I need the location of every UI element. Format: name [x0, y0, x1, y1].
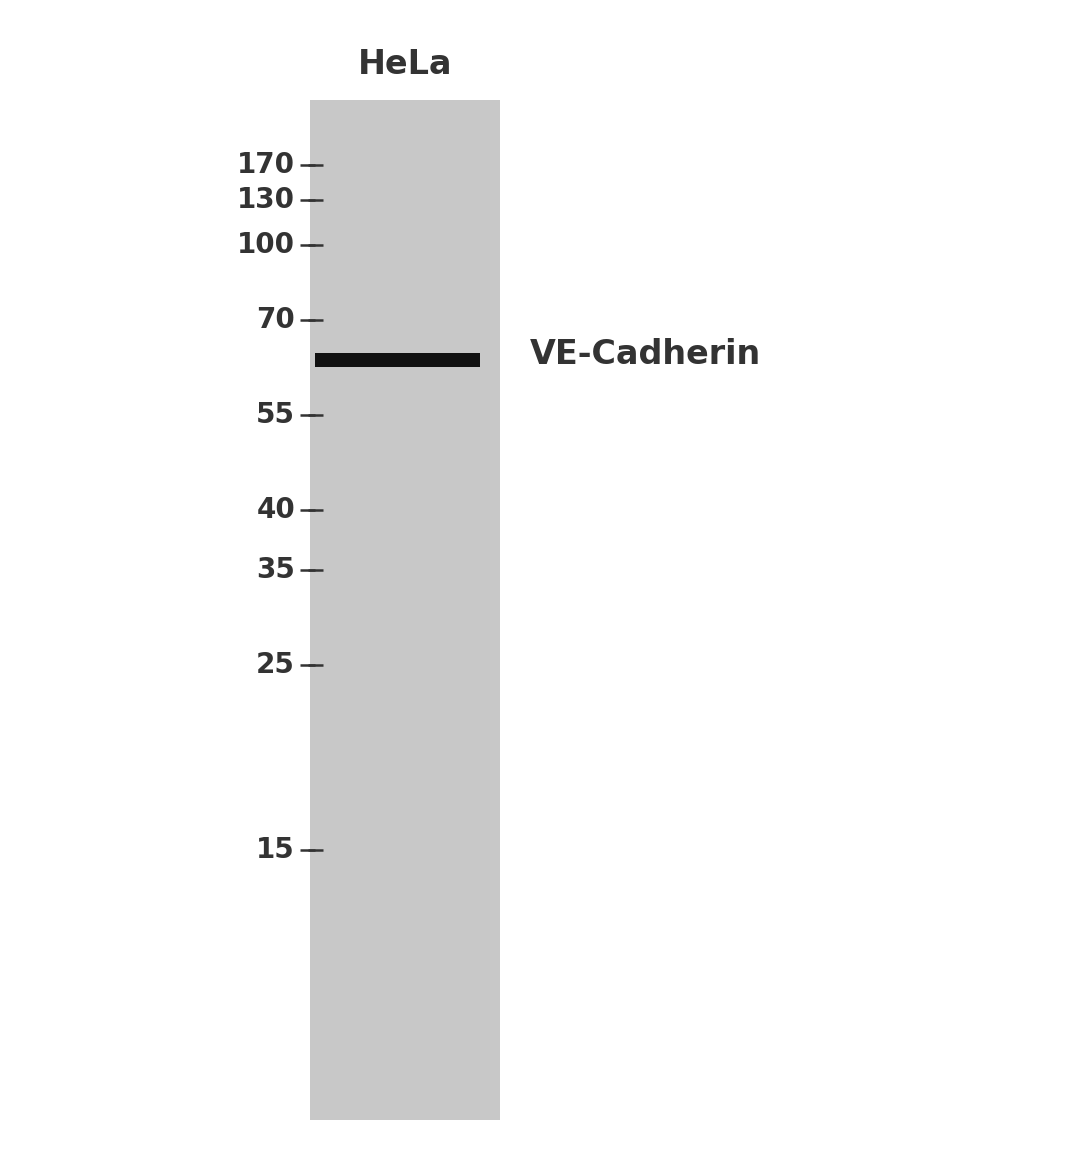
Text: 25: 25 [256, 650, 295, 679]
Text: VE-Cadherin: VE-Cadherin [530, 339, 761, 372]
Text: 15: 15 [256, 836, 295, 864]
Text: 70: 70 [256, 306, 295, 334]
Text: 40: 40 [256, 496, 295, 524]
Text: 100: 100 [237, 231, 295, 259]
Bar [315, 353, 480, 367]
Text: HeLa: HeLa [357, 48, 453, 82]
Text: 170: 170 [237, 151, 295, 179]
Text: 130: 130 [237, 186, 295, 214]
Bar [310, 100, 500, 1120]
Text: 55: 55 [256, 401, 295, 429]
Text: 35: 35 [256, 556, 295, 584]
